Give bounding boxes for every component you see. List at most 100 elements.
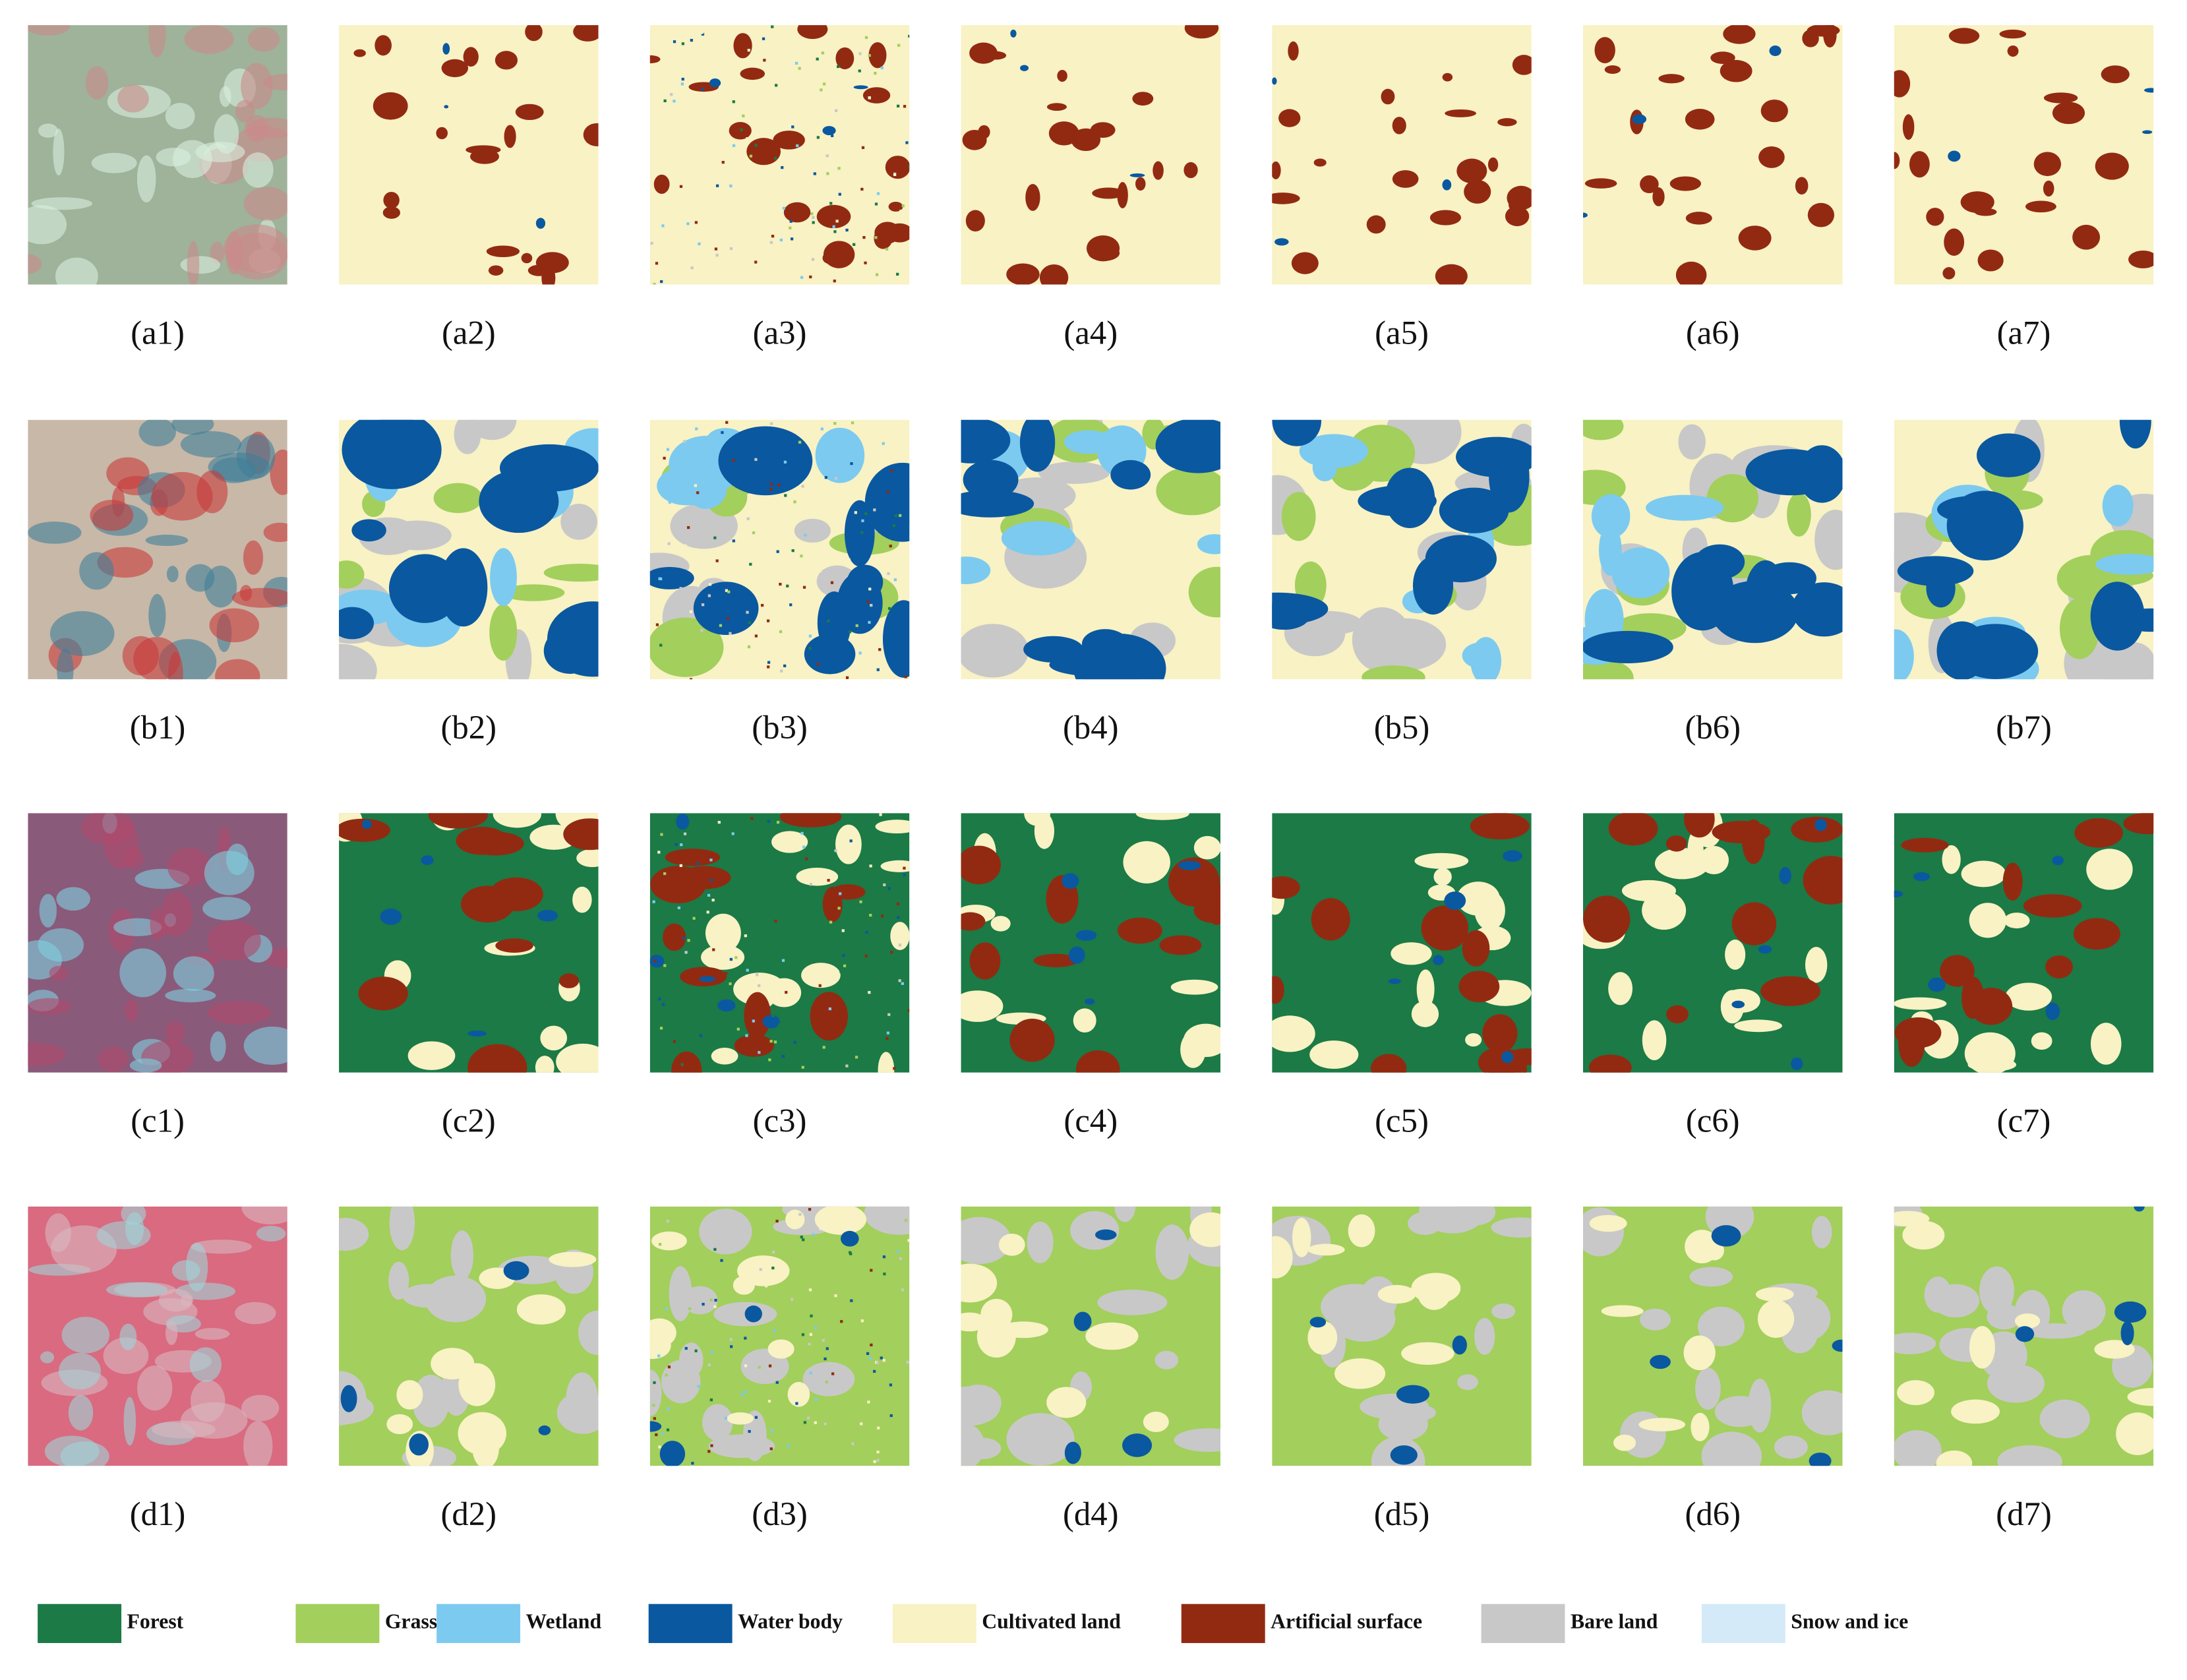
noise — [658, 997, 661, 1001]
map-patch — [563, 818, 599, 851]
noise — [795, 1402, 798, 1405]
noise — [754, 144, 758, 147]
map-patch — [961, 1263, 998, 1303]
panel — [649, 419, 910, 680]
noise — [717, 820, 721, 824]
map-patch — [1085, 1322, 1139, 1350]
map-patch — [1791, 816, 1843, 843]
panel-image — [28, 419, 287, 680]
map-patch — [669, 1266, 692, 1321]
noise — [767, 665, 770, 669]
map-patch — [1969, 1326, 1995, 1369]
map-patch — [1809, 1453, 1832, 1466]
panel-label: (d1) — [130, 1495, 186, 1532]
noise — [822, 1338, 825, 1342]
image-patch — [61, 1317, 110, 1354]
map-patch — [2128, 250, 2154, 269]
noise — [825, 1347, 829, 1350]
noise — [831, 1372, 835, 1375]
noise — [667, 542, 671, 545]
map-patch — [458, 1363, 496, 1406]
noise — [677, 906, 680, 909]
legend-swatch — [1481, 1604, 1565, 1643]
noise — [806, 818, 810, 821]
map-patch — [456, 826, 508, 855]
noise — [887, 572, 890, 576]
map-patch — [649, 1332, 671, 1360]
panel — [1583, 419, 1843, 680]
noise — [762, 37, 765, 40]
noise — [782, 652, 786, 655]
image-patch — [158, 1288, 193, 1312]
noise — [713, 536, 717, 539]
image-patch — [28, 205, 67, 245]
panel — [339, 1206, 599, 1466]
map-patch — [412, 1375, 450, 1427]
map-patch — [1894, 70, 1911, 98]
noise — [732, 144, 736, 147]
noise — [769, 241, 773, 244]
noise — [892, 524, 895, 527]
noise — [681, 77, 684, 81]
noise — [714, 247, 718, 251]
map-patch — [733, 33, 752, 59]
noise — [666, 448, 670, 451]
image-patch — [53, 129, 65, 176]
map-patch — [961, 912, 986, 931]
map-patch — [1143, 1412, 1169, 1433]
map-patch — [549, 1251, 597, 1267]
legend-swatch — [38, 1604, 122, 1643]
noise — [907, 1009, 910, 1012]
map-patch — [1669, 176, 1701, 191]
map-patch — [2114, 1301, 2147, 1323]
image-patch — [79, 552, 114, 590]
panel-label: (c1) — [131, 1102, 185, 1139]
noise — [729, 247, 733, 251]
image-patch — [81, 813, 135, 845]
noise — [809, 883, 813, 886]
noise — [779, 630, 783, 634]
map-patch — [1720, 990, 1744, 1024]
noise — [659, 644, 663, 647]
map-patch — [2024, 1323, 2086, 1339]
noise — [816, 1296, 820, 1300]
map-patch — [1710, 51, 1735, 65]
noise — [860, 531, 864, 534]
map-patch — [2120, 1321, 2134, 1346]
noise — [835, 220, 839, 223]
map-patch — [1122, 1433, 1153, 1457]
image-patch — [243, 1026, 287, 1065]
map-patch — [1503, 850, 1523, 862]
panel-image — [1894, 25, 2154, 285]
noise — [713, 1392, 717, 1396]
map-patch — [578, 1310, 599, 1355]
noise — [801, 1333, 805, 1336]
image-patch — [125, 999, 138, 1022]
noise — [772, 1250, 775, 1254]
map-patch — [1442, 179, 1452, 191]
image-patch — [96, 1221, 151, 1249]
noise — [780, 669, 783, 673]
map-patch — [801, 963, 841, 988]
noise — [749, 154, 753, 158]
map-patch — [1272, 1015, 1315, 1052]
map-patch — [383, 191, 400, 209]
noise — [773, 1329, 777, 1333]
noise — [849, 839, 853, 843]
noise — [692, 244, 696, 247]
noise — [809, 1333, 812, 1336]
image-patch — [145, 534, 189, 547]
noise — [771, 235, 775, 238]
noise — [825, 154, 829, 158]
map-patch — [2062, 1290, 2106, 1331]
map-patch — [556, 1391, 599, 1434]
noise — [878, 648, 882, 651]
map-patch — [1390, 1445, 1418, 1465]
noise — [875, 934, 879, 938]
noise — [874, 71, 877, 75]
image-patch — [207, 1001, 271, 1025]
noise — [816, 136, 820, 139]
panel — [1894, 813, 2154, 1073]
noise — [887, 912, 891, 915]
